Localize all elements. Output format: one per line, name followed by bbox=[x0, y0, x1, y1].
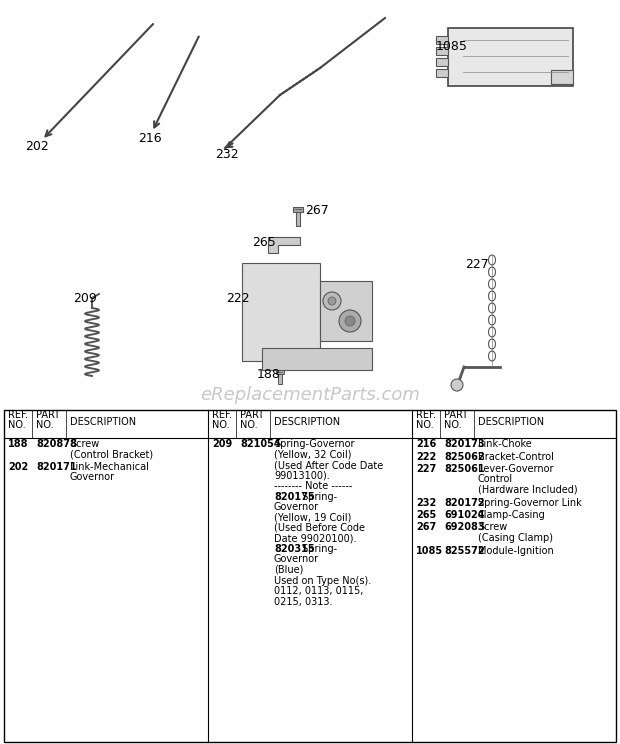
Text: PART: PART bbox=[444, 410, 468, 420]
Bar bbox=[242, 263, 320, 361]
Text: 188: 188 bbox=[8, 439, 29, 449]
Text: 209: 209 bbox=[212, 439, 232, 449]
Text: Date 99020100).: Date 99020100). bbox=[274, 533, 356, 544]
Bar bbox=[278, 374, 282, 384]
Text: 820171: 820171 bbox=[36, 462, 77, 472]
Text: Lever-Governor: Lever-Governor bbox=[478, 464, 554, 474]
Text: Link-Choke: Link-Choke bbox=[478, 439, 532, 449]
Circle shape bbox=[339, 310, 361, 332]
Text: Clamp-Casing: Clamp-Casing bbox=[478, 510, 546, 520]
Text: 227: 227 bbox=[416, 464, 436, 474]
Text: REF.: REF. bbox=[416, 410, 436, 420]
Text: Screw: Screw bbox=[70, 439, 99, 449]
Polygon shape bbox=[268, 237, 300, 253]
Text: REF.: REF. bbox=[8, 410, 28, 420]
Text: (Blue): (Blue) bbox=[274, 565, 303, 575]
Text: 202: 202 bbox=[8, 462, 29, 472]
Text: 232: 232 bbox=[215, 148, 239, 161]
Text: (Casing Clamp): (Casing Clamp) bbox=[478, 533, 553, 543]
Text: NO.: NO. bbox=[36, 420, 53, 430]
Text: 820175: 820175 bbox=[274, 492, 314, 501]
Text: 821054: 821054 bbox=[240, 439, 281, 449]
Text: 825062: 825062 bbox=[444, 452, 485, 461]
Text: 691024: 691024 bbox=[444, 510, 484, 520]
Text: 267: 267 bbox=[416, 522, 436, 533]
Text: 265: 265 bbox=[416, 510, 436, 520]
Bar bbox=[436, 36, 448, 44]
Text: 820878: 820878 bbox=[36, 439, 77, 449]
Text: NO.: NO. bbox=[8, 420, 25, 430]
Text: 825572: 825572 bbox=[444, 545, 485, 556]
Text: 692083: 692083 bbox=[444, 522, 485, 533]
Text: (Yellow, 19 Coil): (Yellow, 19 Coil) bbox=[274, 513, 352, 522]
Text: 820172: 820172 bbox=[444, 498, 485, 507]
Text: 820315: 820315 bbox=[274, 544, 314, 554]
Circle shape bbox=[451, 379, 463, 391]
Text: Control: Control bbox=[478, 475, 513, 484]
Text: 222: 222 bbox=[416, 452, 436, 461]
Bar bbox=[448, 28, 573, 86]
Bar bbox=[4, 410, 616, 742]
Circle shape bbox=[345, 316, 355, 326]
Text: NO.: NO. bbox=[444, 420, 462, 430]
Text: 820173: 820173 bbox=[444, 439, 485, 449]
Text: eReplacementParts.com: eReplacementParts.com bbox=[200, 386, 420, 404]
Text: Spring-Governor: Spring-Governor bbox=[274, 439, 355, 449]
Text: NO.: NO. bbox=[240, 420, 258, 430]
Text: Spring-: Spring- bbox=[299, 492, 337, 501]
Text: 267: 267 bbox=[305, 204, 329, 217]
Text: (Control Bracket): (Control Bracket) bbox=[70, 449, 153, 460]
Bar bbox=[551, 70, 573, 84]
Text: (Used After Code Date: (Used After Code Date bbox=[274, 460, 383, 470]
Text: 188: 188 bbox=[257, 368, 281, 381]
Text: (Used Before Code: (Used Before Code bbox=[274, 523, 365, 533]
Text: Used on Type No(s).: Used on Type No(s). bbox=[274, 576, 371, 586]
Text: DESCRIPTION: DESCRIPTION bbox=[70, 417, 136, 427]
Text: Spring-: Spring- bbox=[299, 544, 337, 554]
Text: 216: 216 bbox=[416, 439, 436, 449]
Text: PART: PART bbox=[36, 410, 60, 420]
Text: Governor: Governor bbox=[274, 502, 319, 512]
Bar bbox=[436, 58, 448, 66]
Text: Governor: Governor bbox=[274, 554, 319, 565]
Text: Link-Mechanical: Link-Mechanical bbox=[70, 462, 149, 472]
Text: NO.: NO. bbox=[416, 420, 433, 430]
Text: DESCRIPTION: DESCRIPTION bbox=[274, 417, 340, 427]
Text: 99013100).: 99013100). bbox=[274, 470, 330, 481]
Text: 222: 222 bbox=[226, 292, 250, 305]
Text: PART: PART bbox=[240, 410, 264, 420]
Text: -------- Note ------: -------- Note ------ bbox=[274, 481, 352, 491]
Text: 0112, 0113, 0115,: 0112, 0113, 0115, bbox=[274, 586, 363, 596]
Text: NO.: NO. bbox=[212, 420, 229, 430]
Text: 0215, 0313.: 0215, 0313. bbox=[274, 597, 332, 606]
Text: 825061: 825061 bbox=[444, 464, 485, 474]
Text: 265: 265 bbox=[252, 236, 276, 249]
Text: 1085: 1085 bbox=[436, 40, 468, 53]
Bar bbox=[296, 212, 300, 226]
Circle shape bbox=[323, 292, 341, 310]
Bar bbox=[436, 69, 448, 77]
Text: DESCRIPTION: DESCRIPTION bbox=[478, 417, 544, 427]
Text: (Yellow, 32 Coil): (Yellow, 32 Coil) bbox=[274, 449, 352, 460]
Text: Governor: Governor bbox=[70, 472, 115, 483]
Text: Screw: Screw bbox=[478, 522, 507, 533]
Text: 216: 216 bbox=[138, 132, 162, 145]
Text: Module-Ignition: Module-Ignition bbox=[478, 545, 554, 556]
Circle shape bbox=[328, 297, 336, 305]
Bar bbox=[262, 348, 372, 370]
Text: Bracket-Control: Bracket-Control bbox=[478, 452, 554, 461]
Text: 209: 209 bbox=[73, 292, 97, 305]
Bar bbox=[436, 47, 448, 55]
Bar bbox=[293, 207, 303, 212]
Bar bbox=[320, 281, 372, 341]
Text: Spring-Governor Link: Spring-Governor Link bbox=[478, 498, 582, 507]
Text: (Hardware Included): (Hardware Included) bbox=[478, 485, 578, 495]
Text: 202: 202 bbox=[25, 140, 49, 153]
Bar bbox=[276, 370, 284, 374]
Text: REF.: REF. bbox=[212, 410, 232, 420]
Text: 227: 227 bbox=[465, 258, 489, 271]
Text: 232: 232 bbox=[416, 498, 436, 507]
Text: 1085: 1085 bbox=[416, 545, 443, 556]
